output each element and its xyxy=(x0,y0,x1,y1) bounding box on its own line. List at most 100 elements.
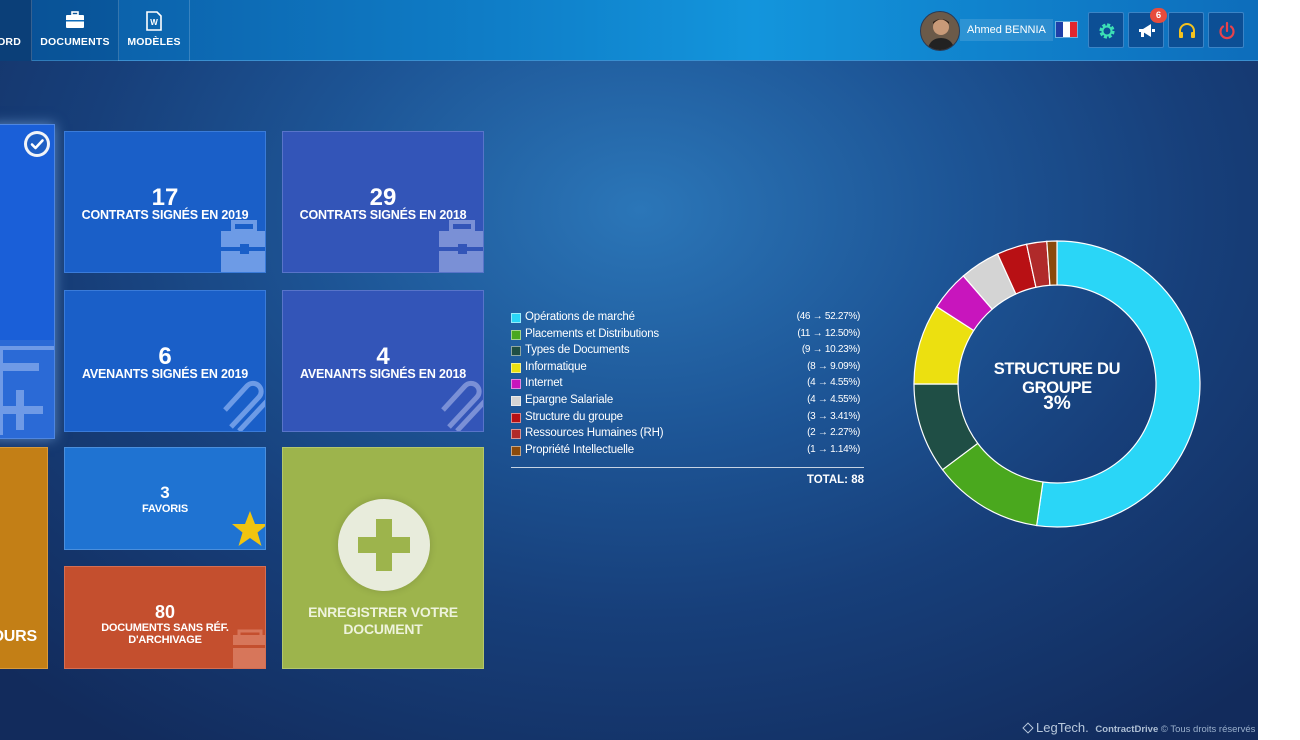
legtech-logo-icon xyxy=(1022,722,1034,734)
briefcase-icon xyxy=(66,11,84,28)
tile-amendments-2019[interactable]: 6 AVENANTS SIGNÉS EN 2019 xyxy=(64,290,266,432)
legend-swatch xyxy=(511,429,521,440)
tile-unarchived-value: 80 xyxy=(154,602,176,622)
plus-circle-icon xyxy=(338,499,430,591)
legend-value: (2 → 2.27%) xyxy=(807,427,860,439)
dashboard-app: ORD DOCUMENTS W MODÈLES xyxy=(0,0,1258,740)
tab-documents[interactable]: DOCUMENTS xyxy=(32,0,119,61)
paperclip-icon xyxy=(223,379,265,431)
briefcase-icon xyxy=(439,220,483,272)
language-flag-icon[interactable] xyxy=(1055,21,1078,38)
legend-swatch xyxy=(511,412,521,423)
legend-total: TOTAL: 88 xyxy=(806,474,864,486)
legend-swatch xyxy=(511,395,521,406)
briefcase-plus-icon xyxy=(0,346,54,435)
donut-center-value: 3% xyxy=(1043,393,1071,414)
tab-dashboard-label: ORD xyxy=(0,36,21,48)
megaphone-icon xyxy=(1139,24,1155,37)
legend-value: (1 → 1.14%) xyxy=(807,443,860,455)
chart-legend: Opérations de marché (46 → 52.27%) Placeme… xyxy=(511,311,864,460)
headset-icon xyxy=(1179,23,1195,38)
word-document-icon: W xyxy=(146,11,162,31)
legend-label: Types de Documents xyxy=(525,344,630,357)
legend-item: Ressources Humaines (RH) (2 → 2.27%) xyxy=(511,427,864,444)
svg-text:W: W xyxy=(150,18,158,27)
legend-label: Internet xyxy=(525,377,563,390)
notification-badge: 6 xyxy=(1150,8,1167,23)
legend-divider xyxy=(511,467,864,468)
check-icon xyxy=(24,131,50,157)
tile-unarchived-label: DOCUMENTS SANS RÉF. D'ARCHIVAGE xyxy=(101,622,229,646)
tab-dashboard[interactable]: ORD xyxy=(0,0,32,61)
donut-slice[interactable] xyxy=(1046,240,1058,286)
tab-models-label: MODÈLES xyxy=(127,36,181,48)
tile-contracts-2019-label: CONTRATS SIGNÉS EN 2019 xyxy=(81,208,249,222)
donut-center-title: STRUCTURE DU GROUPE xyxy=(993,360,1121,397)
tile-in-progress-label: OURS xyxy=(0,628,37,645)
legend-item: Internet (4 → 4.55%) xyxy=(511,377,864,394)
power-icon xyxy=(1219,21,1235,40)
legend-label: Propriété Intellectuelle xyxy=(525,443,634,456)
legend-value: (4 → 4.55%) xyxy=(807,377,860,389)
tile-contracts-2018-value: 29 xyxy=(369,184,397,211)
legend-item: Opérations de marché (46 → 52.27%) xyxy=(511,311,864,328)
tile-contracts-2018-label: CONTRATS SIGNÉS EN 2018 xyxy=(299,208,467,222)
legend-label: Informatique xyxy=(525,360,587,373)
legend-value: (46 → 52.27%) xyxy=(796,311,861,322)
logout-button[interactable] xyxy=(1208,12,1244,48)
legend-value: (8 → 9.09%) xyxy=(807,360,860,372)
legend-item: Propriété Intellectuelle (1 → 1.14%) xyxy=(511,444,864,461)
legend-swatch xyxy=(511,329,521,340)
donut-chart xyxy=(913,240,1201,528)
tile-unarchived-documents[interactable]: 80 DOCUMENTS SANS RÉF. D'ARCHIVAGE xyxy=(64,566,266,669)
legend-label: Structure du groupe xyxy=(525,410,623,423)
briefcase-icon xyxy=(221,220,265,272)
tile-amendments-2018-value: 4 xyxy=(376,343,390,370)
tile-amendments-2018[interactable]: 4 AVENANTS SIGNÉS EN 2018 xyxy=(282,290,484,432)
legend-swatch xyxy=(511,445,521,456)
gear-icon xyxy=(1099,23,1115,39)
tile-contracts-2019[interactable]: 17 CONTRATS SIGNÉS EN 2019 xyxy=(64,131,266,273)
legend-value: (9 → 10.23%) xyxy=(801,344,860,356)
archive-box-icon xyxy=(233,629,265,668)
footer-rights: © Tous droits réservés xyxy=(1160,724,1256,735)
footer-brand: LegTech. xyxy=(1036,720,1089,735)
tile-in-progress[interactable]: OURS xyxy=(0,447,48,669)
legend-swatch xyxy=(511,346,521,357)
top-navbar: ORD DOCUMENTS W MODÈLES xyxy=(0,0,1258,61)
tile-new-contract[interactable] xyxy=(0,124,55,439)
tile-contracts-2019-value: 17 xyxy=(151,184,179,211)
legend-item: Informatique (8 → 9.09%) xyxy=(511,361,864,378)
legend-swatch xyxy=(511,313,521,323)
user-name[interactable]: Ahmed BENNIA xyxy=(960,19,1053,41)
legend-item: Placements et Distributions (11 → 12.50%) xyxy=(511,328,864,345)
legend-swatch xyxy=(511,379,521,390)
tile-contracts-2018[interactable]: 29 CONTRATS SIGNÉS EN 2018 xyxy=(282,131,484,273)
legend-label: Epargne Salariale xyxy=(525,393,614,406)
tile-favorites[interactable]: 3 FAVORIS xyxy=(64,447,266,550)
legend-item: Types de Documents (9 → 10.23%) xyxy=(511,344,864,361)
settings-button[interactable] xyxy=(1088,12,1124,48)
donut-slice[interactable] xyxy=(1035,240,1201,528)
legend-swatch xyxy=(511,362,521,373)
tile-amendments-2019-label: AVENANTS SIGNÉS EN 2019 xyxy=(81,367,249,381)
legend-label: Opérations de marché xyxy=(525,311,635,323)
tile-new-contract-lower xyxy=(0,340,54,438)
tile-favorites-value: 3 xyxy=(160,483,170,502)
tile-amendments-2019-value: 6 xyxy=(158,343,172,370)
tab-models[interactable]: W MODÈLES xyxy=(119,0,190,61)
legend-value: (3 → 3.41%) xyxy=(807,410,860,422)
footer-product: ContractDrive xyxy=(1095,724,1159,735)
register-document-label: ENREGISTRER VOTRE DOCUMENT xyxy=(308,604,458,637)
avatar[interactable] xyxy=(920,11,960,51)
register-document-tile[interactable]: ENREGISTRER VOTRE DOCUMENT xyxy=(282,447,484,669)
support-button[interactable] xyxy=(1168,12,1204,48)
tab-documents-label: DOCUMENTS xyxy=(40,36,110,48)
legend-value: (4 → 4.55%) xyxy=(807,393,860,405)
tile-favorites-label: FAVORIS xyxy=(141,503,189,515)
star-icon xyxy=(232,511,265,546)
footer: LegTech. ContractDrive © Tous droits rés… xyxy=(1022,720,1256,735)
legend-label: Placements et Distributions xyxy=(525,327,659,340)
paperclip-icon xyxy=(441,379,483,431)
legend-item: Structure du groupe (3 → 3.41%) xyxy=(511,411,864,428)
